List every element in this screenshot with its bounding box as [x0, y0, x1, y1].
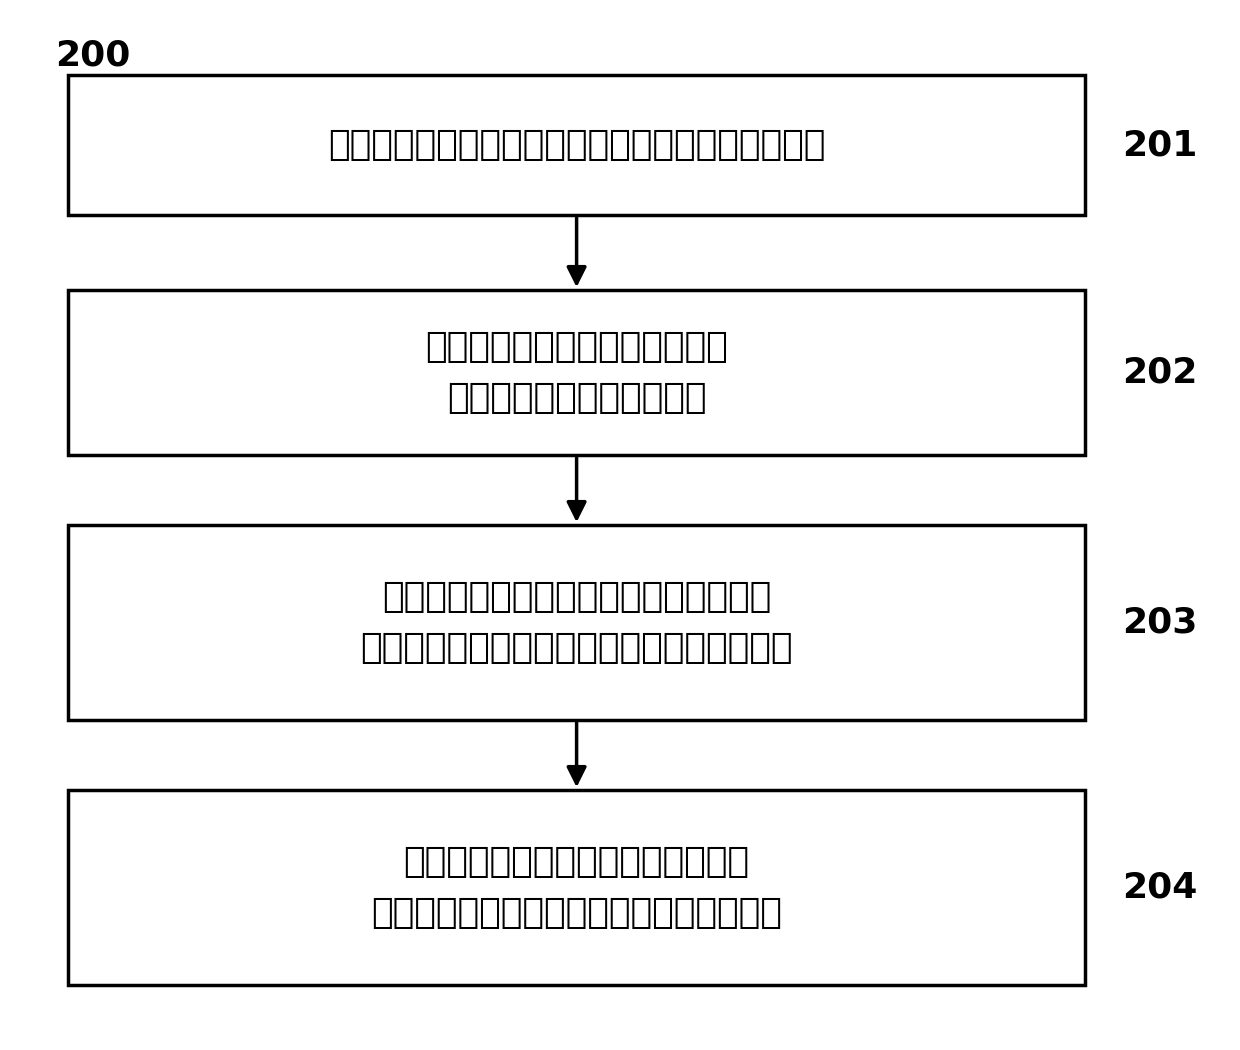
Text: 203: 203	[1122, 606, 1198, 639]
Bar	[68, 290, 1085, 455]
Text: 通过录波器单元配置电流互感器物理模拟
单元和电压互感器物理模拟单元的模拟量通道: 通过录波器单元配置电流互感器物理模拟 单元和电压互感器物理模拟单元的模拟量通道	[361, 581, 792, 665]
Text: 在同步机物理模拟单元的定子绕组上设置接地故障点: 在同步机物理模拟单元的定子绕组上设置接地故障点	[327, 128, 826, 162]
Text: 202: 202	[1122, 356, 1198, 390]
Bar	[68, 75, 1085, 215]
Text: 201: 201	[1122, 128, 1198, 162]
Text: 通过录波器单元配置采样频率、
电流变比以及录波存储路径: 通过录波器单元配置采样频率、 电流变比以及录波存储路径	[425, 331, 728, 415]
Text: 通过模拟注入式定子接地故障，判断
待检测注入式定子接地保护装置的动作信息: 通过模拟注入式定子接地故障，判断 待检测注入式定子接地保护装置的动作信息	[371, 845, 782, 929]
Text: 204: 204	[1122, 870, 1198, 904]
Bar	[68, 525, 1085, 720]
Bar	[68, 790, 1085, 985]
Text: 200: 200	[55, 38, 130, 72]
